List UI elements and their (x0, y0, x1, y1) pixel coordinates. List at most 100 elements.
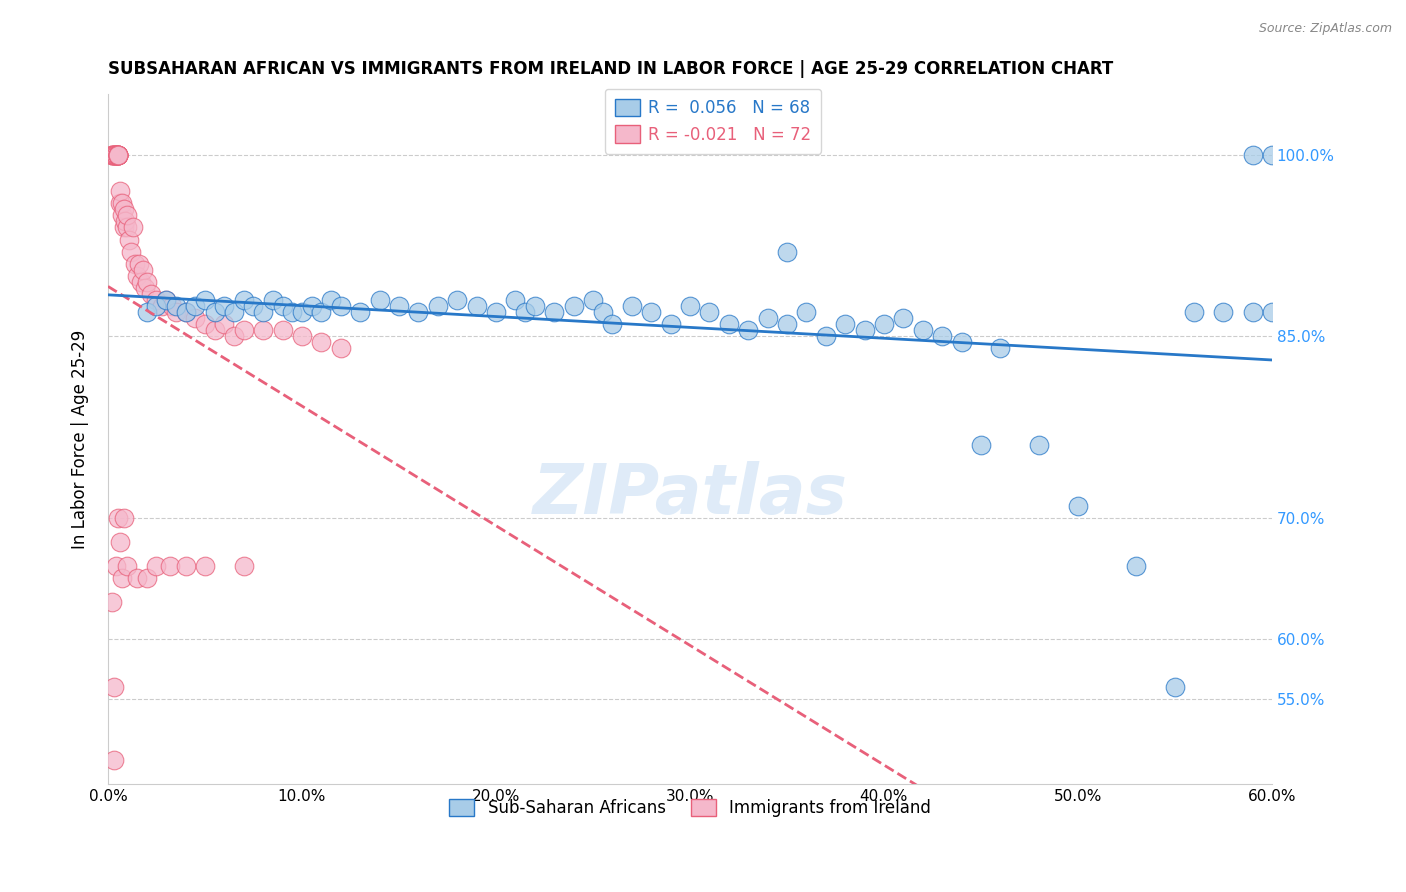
Point (222, 305, 245, 319)
Point (1241, 148, 1264, 162)
Point (834, 317, 856, 331)
Point (145, 299, 167, 313)
Text: ZIPatlas: ZIPatlas (533, 461, 848, 528)
Point (232, 323, 254, 337)
Point (388, 299, 411, 313)
Point (301, 299, 323, 313)
Point (271, 323, 294, 337)
Point (145, 293, 167, 307)
Point (101, 148, 124, 162)
Point (426, 299, 449, 313)
Point (1028, 438, 1050, 452)
Point (311, 335, 333, 350)
Point (104, 148, 127, 162)
Point (184, 311, 207, 326)
Point (620, 299, 643, 313)
Point (127, 571, 149, 585)
Point (104, 148, 127, 162)
Point (737, 323, 759, 337)
Point (103, 148, 125, 162)
Point (124, 257, 146, 271)
Point (640, 305, 662, 319)
Point (107, 148, 129, 162)
Point (108, 184, 131, 198)
Point (562, 299, 585, 313)
Point (155, 293, 177, 307)
Point (1241, 305, 1264, 319)
Point (232, 559, 254, 574)
Point (194, 317, 217, 331)
Point (1067, 499, 1090, 513)
Point (814, 329, 837, 343)
Point (513, 305, 536, 319)
Point (970, 438, 993, 452)
Point (150, 299, 173, 313)
Point (204, 323, 226, 337)
Point (465, 299, 488, 313)
Point (174, 305, 197, 319)
Point (204, 305, 226, 319)
Point (112, 510, 135, 524)
Point (717, 317, 740, 331)
Point (110, 208, 132, 222)
Point (108, 534, 131, 549)
Point (122, 220, 145, 235)
Point (103, 148, 125, 162)
Point (120, 244, 142, 259)
Point (659, 317, 682, 331)
Point (118, 233, 141, 247)
Point (104, 559, 127, 574)
Point (1125, 559, 1147, 574)
Point (194, 293, 217, 307)
Point (110, 571, 132, 585)
Point (368, 293, 391, 307)
Point (602, 317, 624, 331)
Point (114, 214, 136, 228)
Y-axis label: In Labor Force | Age 25-29: In Labor Force | Age 25-29 (72, 329, 89, 549)
Point (129, 275, 152, 289)
Point (214, 317, 236, 331)
Point (592, 305, 614, 319)
Point (252, 323, 274, 337)
Point (139, 287, 162, 301)
Point (103, 148, 125, 162)
Point (174, 305, 197, 319)
Point (101, 595, 124, 609)
Point (107, 148, 129, 162)
Point (1261, 305, 1284, 319)
Point (242, 299, 264, 313)
Point (165, 299, 187, 313)
Point (194, 559, 217, 574)
Point (756, 311, 779, 326)
Point (582, 293, 605, 307)
Point (103, 753, 125, 767)
Point (107, 148, 129, 162)
Point (891, 311, 914, 326)
Point (112, 220, 135, 235)
Point (107, 148, 129, 162)
Point (311, 305, 333, 319)
Point (485, 305, 508, 319)
Point (262, 293, 284, 307)
Point (145, 559, 167, 574)
Point (1212, 305, 1234, 319)
Point (159, 559, 181, 574)
Point (174, 559, 197, 574)
Point (232, 293, 254, 307)
Point (184, 299, 207, 313)
Point (112, 202, 135, 217)
Point (117, 220, 139, 235)
Point (104, 148, 127, 162)
Point (103, 148, 125, 162)
Point (108, 196, 131, 211)
Point (252, 305, 274, 319)
Point (281, 305, 304, 319)
Point (128, 257, 150, 271)
Point (988, 342, 1011, 356)
Point (931, 329, 953, 343)
Point (408, 305, 430, 319)
Point (107, 148, 129, 162)
Point (165, 305, 187, 319)
Point (117, 559, 139, 574)
Point (107, 148, 129, 162)
